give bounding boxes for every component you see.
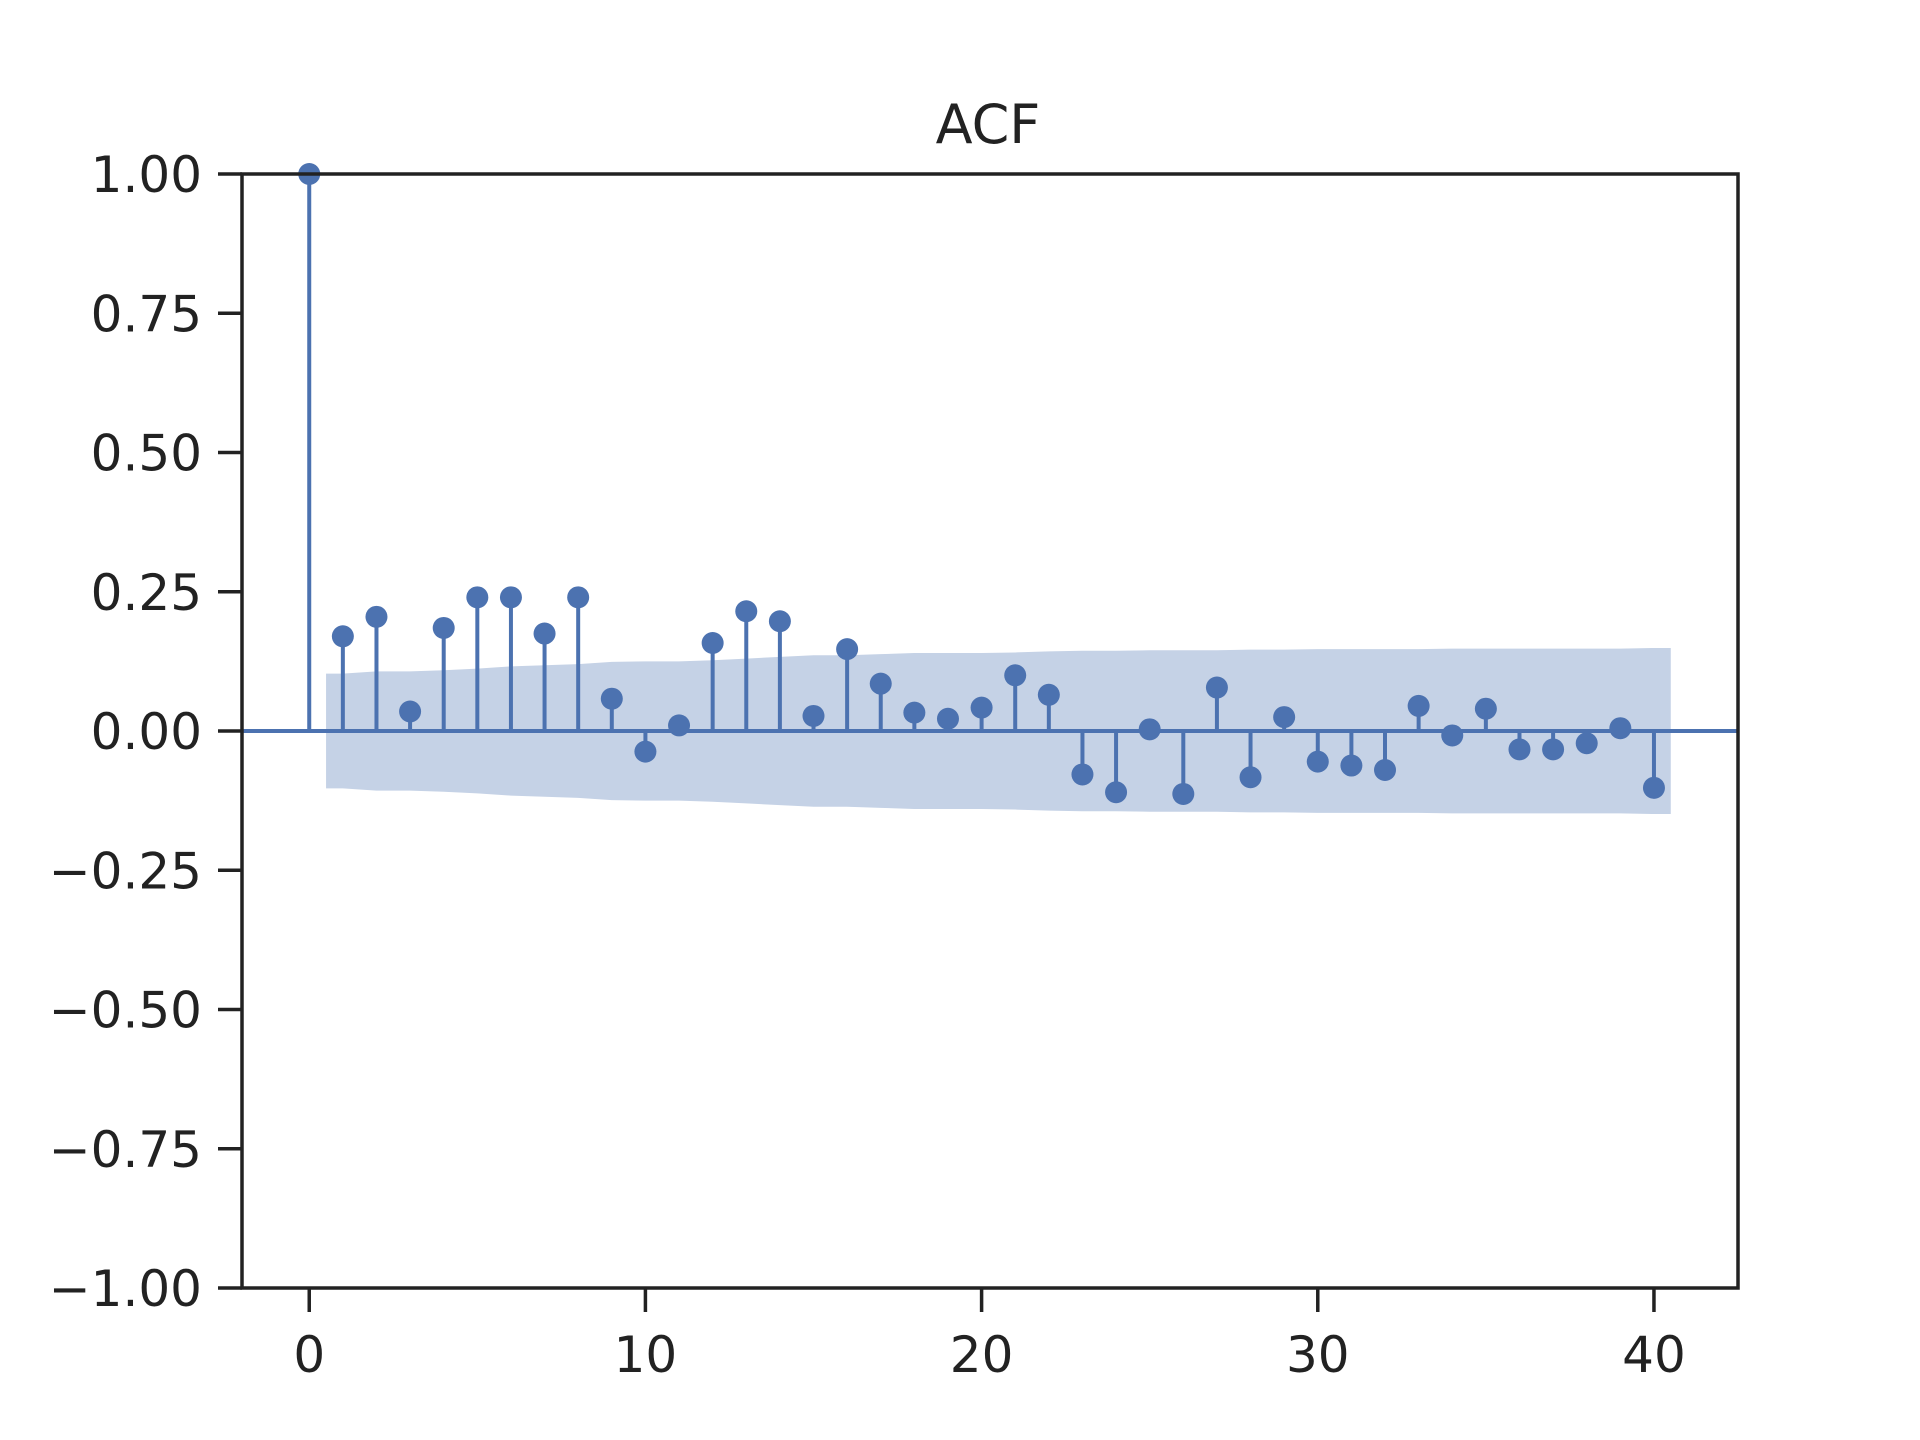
stem-lag-18 bbox=[903, 701, 926, 731]
stem-lag-1 bbox=[331, 625, 354, 731]
stem-marker bbox=[802, 704, 825, 727]
y-tick-label: 0.50 bbox=[91, 425, 202, 483]
stem-lag-14 bbox=[768, 610, 791, 731]
stem-lag-34 bbox=[1441, 724, 1464, 747]
stem-lag-3 bbox=[399, 700, 422, 731]
stem-marker bbox=[970, 696, 993, 719]
stem-lag-39 bbox=[1609, 717, 1632, 740]
y-tick-label: −1.00 bbox=[49, 1260, 202, 1318]
stem-marker bbox=[1273, 706, 1296, 729]
stem-marker bbox=[701, 631, 724, 654]
stem-marker bbox=[499, 586, 522, 609]
y-tick-label: 0.25 bbox=[91, 564, 202, 622]
stem-marker bbox=[1542, 738, 1565, 761]
stem-lag-28 bbox=[1239, 731, 1262, 789]
stem-layer bbox=[298, 163, 1665, 805]
stem-lag-32 bbox=[1374, 731, 1397, 781]
stem-marker bbox=[1374, 758, 1397, 781]
stem-marker bbox=[1071, 763, 1094, 786]
x-tick-label: 20 bbox=[950, 1326, 1014, 1384]
stem-marker bbox=[735, 600, 758, 623]
y-tick-label: 1.00 bbox=[91, 146, 202, 204]
stem-lag-33 bbox=[1407, 694, 1430, 731]
stem-lag-31 bbox=[1340, 731, 1363, 777]
stem-marker bbox=[331, 625, 354, 648]
stem-lag-8 bbox=[567, 586, 590, 731]
y-tick-label: −0.50 bbox=[49, 982, 202, 1040]
stem-marker bbox=[432, 616, 455, 639]
stem-marker bbox=[1474, 697, 1497, 720]
stem-marker bbox=[1239, 766, 1262, 789]
stem-lag-10 bbox=[634, 731, 657, 763]
stem-marker bbox=[1037, 683, 1060, 706]
x-axis-ticks: 0 10 20 30 40 bbox=[293, 1288, 1686, 1384]
stem-lag-19 bbox=[936, 707, 959, 731]
stem-marker bbox=[936, 707, 959, 730]
stem-marker bbox=[869, 672, 892, 695]
stem-lag-35 bbox=[1474, 697, 1497, 731]
x-tick-label: 30 bbox=[1286, 1326, 1350, 1384]
y-tick-label: −0.75 bbox=[49, 1121, 202, 1179]
stem-marker bbox=[1575, 732, 1598, 755]
y-tick-label: −0.25 bbox=[49, 842, 202, 900]
x-tick-label: 10 bbox=[614, 1326, 678, 1384]
stem-lag-11 bbox=[668, 714, 691, 737]
stem-lag-40 bbox=[1642, 731, 1665, 799]
stem-lag-22 bbox=[1037, 683, 1060, 731]
stem-marker bbox=[1172, 782, 1195, 805]
stem-marker bbox=[1105, 781, 1128, 804]
stem-lag-20 bbox=[970, 696, 993, 731]
stem-marker bbox=[1642, 776, 1665, 799]
stem-lag-26 bbox=[1172, 731, 1195, 805]
stem-lag-7 bbox=[533, 622, 556, 731]
stem-marker bbox=[836, 638, 859, 661]
stem-marker bbox=[1004, 664, 1027, 687]
stem-marker bbox=[567, 586, 590, 609]
stem-lag-15 bbox=[802, 704, 825, 731]
stem-marker bbox=[1407, 694, 1430, 717]
stem-lag-29 bbox=[1273, 706, 1296, 731]
stem-marker bbox=[399, 700, 422, 723]
x-tick-label: 40 bbox=[1622, 1326, 1686, 1384]
stem-lag-6 bbox=[499, 586, 522, 731]
stem-lag-17 bbox=[869, 672, 892, 731]
stem-lag-21 bbox=[1004, 664, 1027, 731]
stem-marker bbox=[1340, 754, 1363, 777]
stem-marker bbox=[1138, 718, 1161, 741]
x-tick-label: 0 bbox=[293, 1326, 325, 1384]
stem-marker bbox=[1508, 738, 1531, 761]
stem-marker bbox=[533, 622, 556, 645]
stem-marker bbox=[1609, 717, 1632, 740]
stem-lag-4 bbox=[432, 616, 455, 731]
stem-marker bbox=[668, 714, 691, 737]
y-axis-ticks: 1.00 0.75 0.50 0.25 0.00 −0.25 −0.50 −0.75 −1.00 bbox=[49, 146, 242, 1318]
stem-marker bbox=[768, 610, 791, 633]
y-tick-label: 0.00 bbox=[91, 703, 202, 761]
stem-marker bbox=[365, 605, 388, 628]
stem-marker bbox=[600, 687, 623, 710]
stem-lag-5 bbox=[466, 586, 489, 731]
stem-lag-38 bbox=[1575, 731, 1598, 755]
stem-lag-37 bbox=[1542, 731, 1565, 761]
stem-lag-13 bbox=[735, 600, 758, 731]
stem-lag-25 bbox=[1138, 718, 1161, 741]
stem-marker bbox=[1306, 750, 1329, 773]
stem-lag-16 bbox=[836, 638, 859, 731]
stem-marker bbox=[903, 701, 926, 724]
stem-lag-24 bbox=[1105, 731, 1128, 804]
stem-marker bbox=[466, 586, 489, 609]
stem-marker bbox=[634, 740, 657, 763]
stem-lag-27 bbox=[1205, 676, 1228, 731]
stem-marker bbox=[1205, 676, 1228, 699]
y-tick-label: 0.75 bbox=[91, 285, 202, 343]
stem-lag-12 bbox=[701, 631, 724, 731]
chart-title: ACF bbox=[936, 93, 1041, 156]
stem-lag-9 bbox=[600, 687, 623, 731]
stem-lag-30 bbox=[1306, 731, 1329, 773]
stem-marker bbox=[1441, 724, 1464, 747]
stem-lag-36 bbox=[1508, 731, 1531, 761]
stem-lag-23 bbox=[1071, 731, 1094, 786]
stem-lag-2 bbox=[365, 605, 388, 731]
